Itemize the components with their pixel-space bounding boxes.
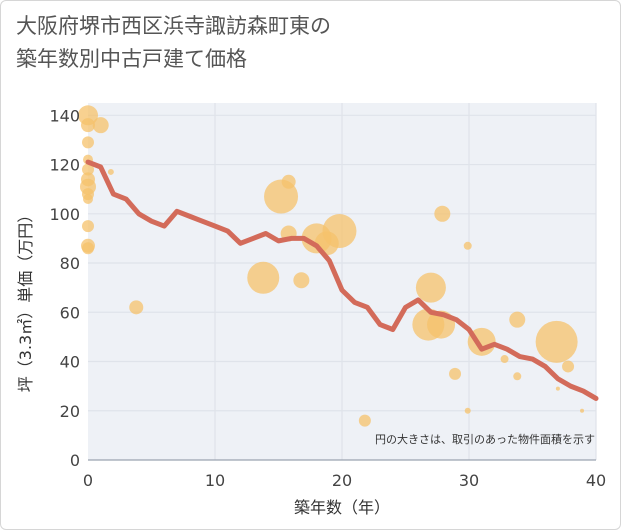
data-bubble xyxy=(83,194,93,205)
data-bubble xyxy=(82,220,94,233)
data-bubble xyxy=(107,168,114,175)
y-tick-label: 80 xyxy=(60,254,80,273)
x-tick-label: 10 xyxy=(205,471,225,490)
grid-lines xyxy=(88,103,597,460)
data-bubble xyxy=(464,407,471,414)
y-tick-label: 20 xyxy=(60,402,80,421)
tick-labels: 0 20 40 60 80 100 120 140 0 10 20 30 40 xyxy=(49,106,606,490)
y-axis-label: 坪（3.3㎡）単価（万円） xyxy=(16,207,35,392)
data-bubble xyxy=(500,355,509,364)
data-bubble xyxy=(415,272,446,303)
data-bubble xyxy=(509,311,526,328)
data-bubble xyxy=(434,205,451,222)
y-tick-label: 40 xyxy=(60,353,80,372)
y-tick-label: 120 xyxy=(49,156,80,175)
data-bubble xyxy=(358,414,371,427)
average-price-line xyxy=(85,159,599,401)
data-bubble xyxy=(82,163,94,176)
data-bubble xyxy=(82,242,94,255)
data-bubble xyxy=(535,320,578,363)
x-tick-label: 20 xyxy=(332,471,352,490)
chart-title-line1: 大阪府堺市西区浜寺諏訪森町東の xyxy=(16,14,331,38)
data-bubble xyxy=(555,386,560,391)
y-tick-label: 140 xyxy=(49,106,80,125)
data-bubble xyxy=(281,174,296,189)
x-axis-label: 築年数（年） xyxy=(294,498,390,517)
y-tick-label: 0 xyxy=(70,451,80,470)
y-tick-label: 100 xyxy=(49,205,80,224)
size-legend-note: 円の大きさは、取引のあった物件面積を示す xyxy=(375,432,595,446)
bubble-layer xyxy=(78,105,585,427)
data-bubble xyxy=(562,360,575,373)
data-bubble xyxy=(580,408,585,413)
data-bubble xyxy=(513,372,522,381)
data-bubble xyxy=(82,136,94,149)
data-bubble xyxy=(247,261,280,294)
x-tick-label: 30 xyxy=(459,471,479,490)
data-bubble xyxy=(129,300,144,315)
average-line-layer xyxy=(85,159,599,401)
data-bubble xyxy=(463,241,472,250)
data-bubble xyxy=(322,214,357,249)
x-tick-label: 40 xyxy=(586,471,606,490)
data-bubble xyxy=(293,272,310,289)
chart-title-line2: 築年数別中古戸建て価格 xyxy=(16,47,247,71)
data-bubble xyxy=(92,117,109,134)
data-bubble xyxy=(81,118,95,133)
x-tick-label: 0 xyxy=(83,471,93,490)
chart-title: 大阪府堺市西区浜寺諏訪森町東の 築年数別中古戸建て価格 xyxy=(16,10,331,76)
data-bubble xyxy=(449,367,462,380)
y-tick-label: 60 xyxy=(60,303,80,322)
